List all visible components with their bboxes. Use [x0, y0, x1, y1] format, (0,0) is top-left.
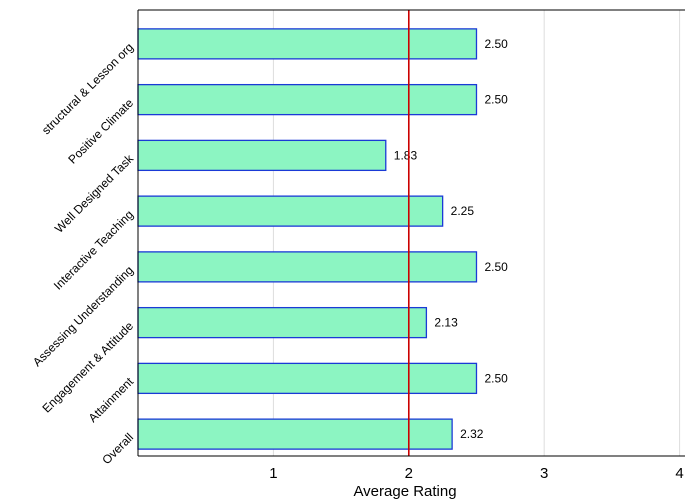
category-label-8: Overall — [99, 430, 136, 467]
bar-5 — [137, 251, 478, 283]
x-tick-label-3: 3 — [540, 465, 548, 482]
data-label-5: 2.50 — [484, 260, 508, 274]
x-tick-label-4: 4 — [675, 465, 683, 482]
x-tick-label-2: 2 — [405, 465, 413, 482]
bar-7 — [137, 362, 478, 395]
data-label-4: 2.25 — [451, 204, 475, 218]
bars — [137, 28, 478, 450]
data-label-8: 2.32 — [460, 427, 484, 441]
bar-6 — [137, 306, 428, 339]
x-axis-label: Average Rating — [353, 483, 456, 499]
bar-8 — [137, 418, 453, 450]
data-label-2: 2.50 — [484, 93, 508, 107]
category-label-7: Attainment — [86, 374, 137, 425]
data-label-1: 2.50 — [484, 37, 508, 51]
data-label-6: 2.13 — [434, 316, 458, 330]
data-label-7: 2.50 — [484, 371, 508, 385]
bar-3 — [137, 139, 387, 172]
bar-2 — [137, 83, 478, 116]
x-tick-labels: 1 2 3 4 — [269, 465, 684, 482]
data-labels: 2.50 2.50 1.83 2.25 2.50 2.13 2.50 2.32 — [394, 37, 508, 441]
category-label-1: structural & Lesson org — [39, 40, 136, 137]
data-label-3: 1.83 — [394, 148, 418, 162]
category-label-6: Engagement & Attitude — [39, 319, 136, 416]
x-tick-label-1: 1 — [269, 465, 277, 482]
bar-1 — [137, 28, 478, 60]
category-label-5: Assessing Understanding — [30, 263, 136, 369]
axes — [137, 9, 685, 457]
bar-4 — [137, 195, 444, 227]
